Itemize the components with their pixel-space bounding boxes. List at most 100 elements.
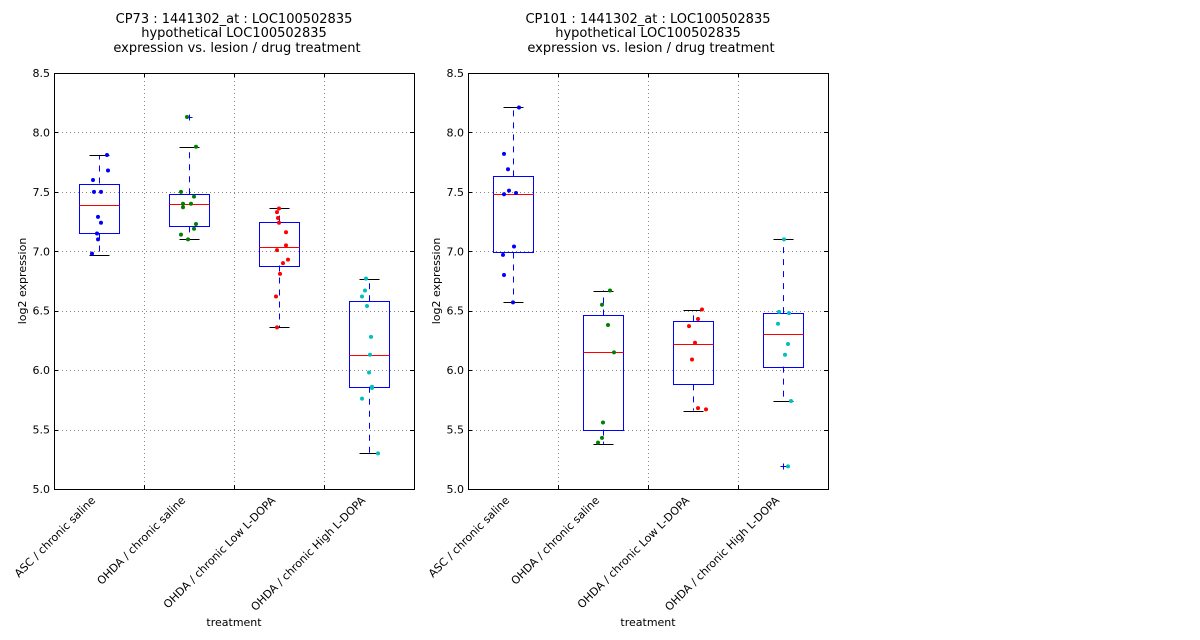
data-point [367, 370, 371, 375]
boxes [493, 107, 804, 470]
y-tick-label: 5.0 [447, 483, 465, 496]
y-tick-label: 6.0 [33, 364, 51, 377]
points [90, 114, 380, 456]
data-point [514, 191, 518, 196]
iqr-box [493, 176, 534, 253]
data-point [275, 325, 279, 330]
data-point [284, 243, 288, 248]
y-tick-label: 5.0 [33, 483, 51, 496]
plot-frame [54, 73, 415, 490]
data-point [501, 252, 505, 257]
box-2 [673, 309, 714, 412]
data-point [274, 294, 278, 299]
x-axis-label: treatment [620, 616, 676, 629]
data-point [363, 288, 367, 293]
data-point [99, 220, 103, 225]
y-axis-label: log2 expression [16, 238, 29, 325]
chart-title-line-1: CP73 : 1441302_at : LOC100502835 [116, 12, 353, 27]
data-point [700, 307, 704, 312]
data-point [275, 210, 279, 215]
data-point [601, 420, 605, 425]
chart-cp73: CP73 : 1441302_at : LOC100502835 hypothe… [12, 12, 415, 629]
data-point [502, 192, 506, 197]
data-point [360, 396, 364, 401]
plot-frame [468, 73, 829, 490]
y-tick-label: 7.5 [33, 186, 51, 199]
data-point [96, 237, 100, 242]
data-point [275, 248, 279, 253]
y-tick-label: 7.0 [33, 245, 51, 258]
data-point [511, 300, 515, 305]
data-point [284, 230, 288, 235]
data-point [91, 177, 95, 182]
box-0 [493, 107, 534, 303]
box-3 [763, 239, 804, 470]
data-point [277, 206, 281, 211]
data-point [95, 231, 99, 236]
data-point [365, 303, 369, 308]
data-point [502, 151, 506, 156]
chart-title-line-1: CP101 : 1441302_at : LOC100502835 [525, 12, 770, 27]
x-tick-label: OHDA / chronic saline [509, 494, 603, 588]
chart-title-line-3: expression vs. lesion / drug treatment [527, 41, 774, 56]
data-point [277, 220, 281, 225]
data-point [99, 189, 103, 194]
data-point [782, 237, 786, 242]
data-point [281, 261, 285, 266]
data-point [696, 317, 700, 322]
data-point [690, 357, 694, 362]
data-point [106, 168, 110, 173]
data-point [776, 321, 780, 326]
data-point [179, 189, 183, 194]
data-point [507, 188, 511, 193]
data-point [612, 350, 616, 355]
y-ticks: 5.0 5.5 6.0 6.5 7.0 7.5 8.0 8.5 [447, 67, 828, 496]
chart-title-line-3: expression vs. lesion / drug treatment [113, 41, 360, 56]
y-ticks: 5.0 5.5 6.0 6.5 7.0 7.5 8.0 8.5 [33, 67, 414, 496]
chart-title-line-2: hypothetical LOC100502835 [555, 26, 741, 41]
grid [468, 73, 828, 489]
y-tick-label: 5.5 [33, 424, 51, 437]
data-point [608, 288, 612, 293]
box-0 [79, 155, 120, 256]
x-tick-label: ASC / chronic saline [426, 494, 512, 580]
box-3 [349, 278, 390, 454]
data-point [600, 435, 604, 440]
iqr-box [673, 321, 714, 385]
data-point [181, 201, 185, 206]
data-point [376, 451, 380, 456]
data-point [693, 340, 697, 345]
data-point [696, 406, 700, 411]
data-point [606, 322, 610, 327]
y-tick-label: 8.5 [447, 67, 465, 80]
y-tick-label: 5.5 [447, 424, 465, 437]
box-1 [169, 114, 210, 240]
chart-cp101: CP101 : 1441302_at : LOC100502835 hypoth… [426, 12, 829, 629]
x-tick-label: ASC / chronic saline [12, 494, 98, 580]
data-point [787, 311, 791, 316]
data-point [181, 205, 185, 210]
data-point [596, 440, 600, 445]
data-point [192, 226, 196, 231]
y-tick-label: 8.0 [33, 126, 51, 139]
data-point [192, 194, 196, 199]
iqr-box [583, 315, 624, 431]
data-point [502, 273, 506, 278]
data-point [512, 244, 516, 249]
data-point [186, 237, 190, 242]
y-axis-label: log2 expression [430, 238, 443, 325]
data-point [786, 464, 790, 469]
data-point [364, 276, 368, 281]
grid [54, 73, 414, 489]
y-tick-label: 7.0 [447, 245, 465, 258]
data-point [360, 294, 364, 299]
y-tick-label: 6.5 [447, 305, 465, 318]
data-point [179, 232, 183, 237]
data-point [600, 302, 604, 307]
chart-title-line-2: hypothetical LOC100502835 [141, 26, 327, 41]
y-tick-label: 7.5 [447, 186, 465, 199]
data-point [368, 352, 372, 357]
